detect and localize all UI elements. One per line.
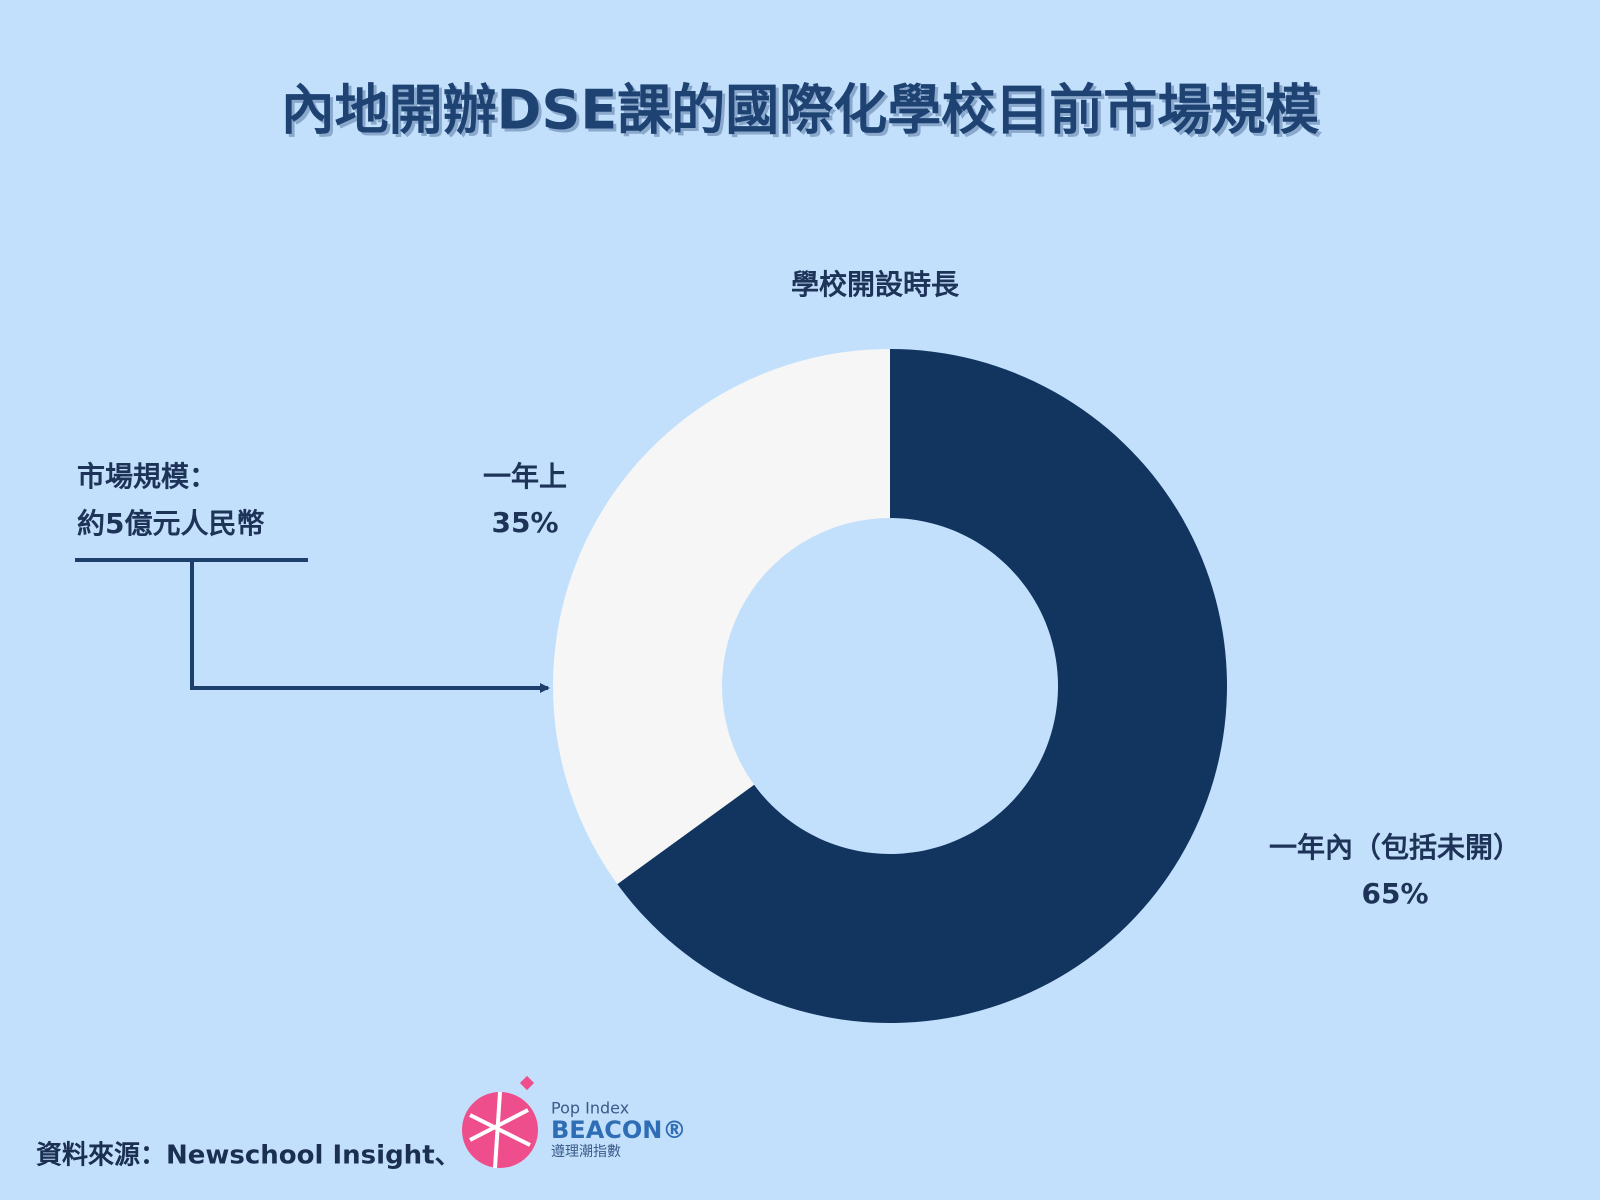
annotation-line: 市場規模： xyxy=(77,460,217,493)
logo-name: BEACON® xyxy=(551,1116,686,1144)
logo-icon-dot xyxy=(519,1075,535,1091)
slice-value: 35% xyxy=(491,506,558,539)
pie-slice xyxy=(617,349,1227,1024)
title-shadow: 內地開辦DSE課的國際化學校目前市場規模 xyxy=(284,82,1323,145)
slice-label: 一年上 xyxy=(483,460,567,493)
pie-slice xyxy=(553,349,890,885)
source-text: 資料來源：Newschool Insight、 xyxy=(36,1141,461,1171)
logo-top: Pop Index xyxy=(551,1099,629,1118)
slice-value: 65% xyxy=(1361,877,1428,910)
annotation: 市場規模： 約5億元人民幣 xyxy=(75,460,550,693)
source: 資料來源：Newschool Insight、 Pop Index BEACON… xyxy=(36,1075,686,1171)
chart-title: 內地開辦DSE課的國際化學校目前市場規模 xyxy=(281,79,1320,142)
logo-icon-lines xyxy=(469,1091,531,1169)
chart-subtitle: 學校開設時長 xyxy=(791,268,960,301)
logo-bottom: 遵理潮指數 xyxy=(551,1143,621,1160)
annotation-arrow xyxy=(190,560,550,693)
annotation-line: 約5億元人民幣 xyxy=(77,507,264,540)
slice-label: 一年內（包括未開） xyxy=(1269,831,1521,864)
